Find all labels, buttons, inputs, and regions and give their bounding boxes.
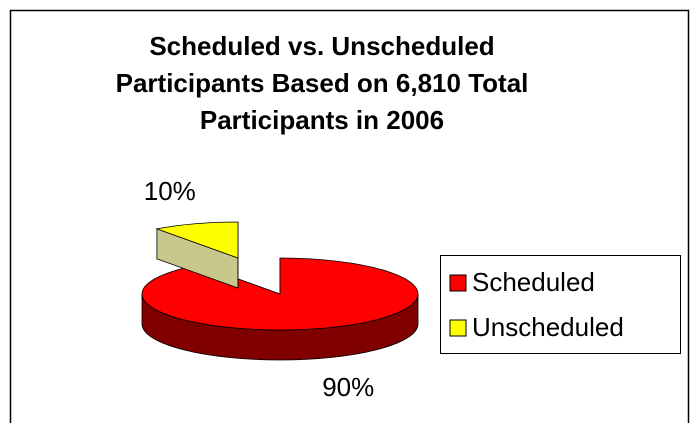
legend-label: Scheduled — [472, 267, 595, 297]
legend-swatch — [449, 274, 467, 292]
data-label: 90% — [322, 372, 374, 402]
legend-label: Unscheduled — [472, 312, 624, 342]
slice — [155, 221, 239, 259]
chart-title: Scheduled vs. Unscheduled Participants B… — [115, 31, 529, 135]
legend-swatch — [449, 319, 467, 337]
chart-frame — [9, 9, 690, 423]
data-label: 10% — [144, 176, 196, 206]
legend-box — [440, 255, 681, 354]
